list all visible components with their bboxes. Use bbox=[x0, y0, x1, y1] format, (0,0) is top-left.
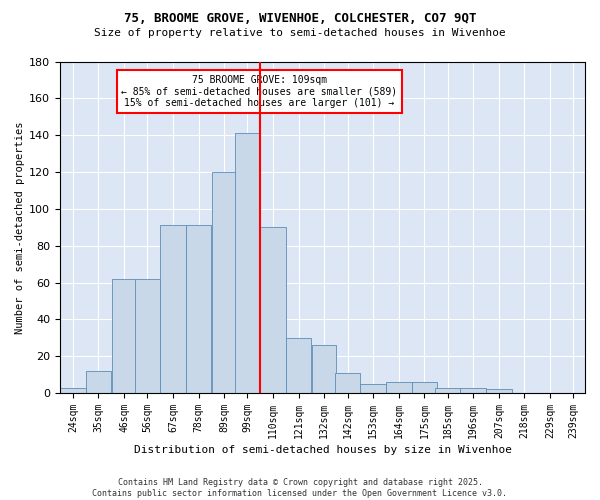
Bar bbox=[235, 134, 260, 393]
Bar bbox=[335, 373, 360, 393]
Bar bbox=[86, 371, 111, 393]
Bar bbox=[312, 345, 337, 393]
Bar bbox=[260, 228, 286, 393]
Bar bbox=[460, 388, 486, 393]
Bar bbox=[186, 226, 211, 393]
Bar bbox=[135, 279, 160, 393]
Bar bbox=[112, 279, 136, 393]
Bar bbox=[486, 390, 512, 393]
X-axis label: Distribution of semi-detached houses by size in Wivenhoe: Distribution of semi-detached houses by … bbox=[134, 445, 512, 455]
Bar bbox=[436, 388, 460, 393]
Bar bbox=[386, 382, 412, 393]
Bar bbox=[412, 382, 437, 393]
Bar bbox=[212, 172, 236, 393]
Bar bbox=[286, 338, 311, 393]
Text: Size of property relative to semi-detached houses in Wivenhoe: Size of property relative to semi-detach… bbox=[94, 28, 506, 38]
Text: Contains HM Land Registry data © Crown copyright and database right 2025.
Contai: Contains HM Land Registry data © Crown c… bbox=[92, 478, 508, 498]
Bar bbox=[160, 226, 186, 393]
Y-axis label: Number of semi-detached properties: Number of semi-detached properties bbox=[15, 121, 25, 334]
Bar bbox=[60, 388, 86, 393]
Text: 75 BROOME GROVE: 109sqm
← 85% of semi-detached houses are smaller (589)
15% of s: 75 BROOME GROVE: 109sqm ← 85% of semi-de… bbox=[121, 75, 398, 108]
Bar bbox=[361, 384, 386, 393]
Text: 75, BROOME GROVE, WIVENHOE, COLCHESTER, CO7 9QT: 75, BROOME GROVE, WIVENHOE, COLCHESTER, … bbox=[124, 12, 476, 26]
